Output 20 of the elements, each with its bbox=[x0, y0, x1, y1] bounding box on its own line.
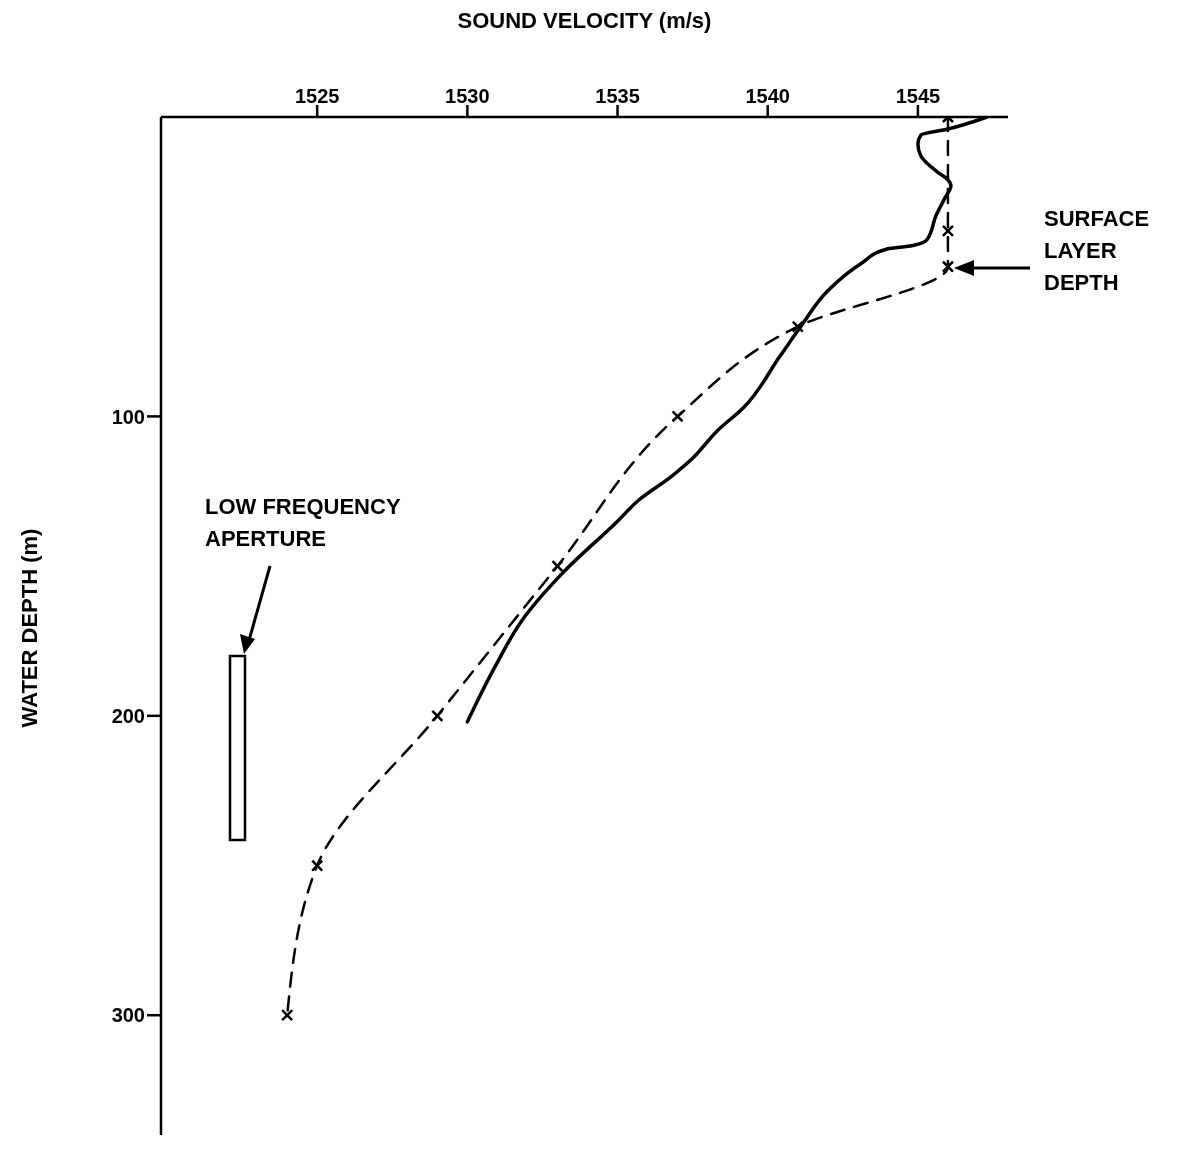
x-tick-label: 1535 bbox=[595, 85, 640, 107]
point bbox=[310, 859, 324, 872]
y-tick-label: 100 bbox=[111, 405, 145, 428]
y-axis-title: WATER DEPTH (m) bbox=[17, 528, 43, 728]
point bbox=[941, 224, 955, 238]
x-tick-label: 1530 bbox=[445, 85, 490, 107]
point bbox=[791, 320, 804, 333]
point bbox=[431, 709, 444, 723]
text: SURFACE LAYER DEPTH bbox=[1044, 206, 1150, 295]
x-tick-label: 1545 bbox=[895, 85, 941, 107]
y-tick-label: 300 bbox=[111, 1004, 145, 1027]
point bbox=[280, 1008, 294, 1022]
point bbox=[671, 410, 684, 423]
point bbox=[551, 559, 564, 573]
x-axis-title: SOUND VELOCITY (m/s) bbox=[456, 8, 713, 34]
annotation: LOW FREQUENCY APERTURE bbox=[205, 494, 401, 551]
x-tick-label: 1525 bbox=[294, 85, 340, 107]
x-tick-label: 1540 bbox=[745, 85, 790, 107]
y-tick-label: 200 bbox=[111, 704, 145, 727]
point bbox=[941, 260, 955, 273]
